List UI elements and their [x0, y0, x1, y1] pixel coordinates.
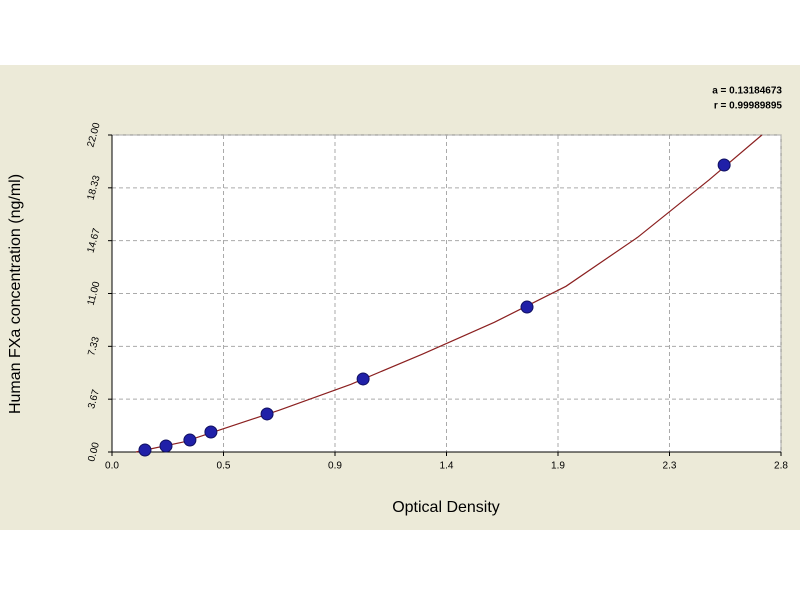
x-tick-label: 2.3: [663, 461, 677, 472]
x-tick-label: 1.4: [440, 461, 454, 472]
y-tick-label: 3.67: [86, 388, 102, 410]
data-point: [356, 372, 370, 386]
x-tick-label: 0.0: [105, 461, 119, 472]
data-point: [159, 439, 173, 453]
data-point: [204, 425, 218, 439]
y-axis-title: Human FXa concentration (ng/ml): [7, 174, 24, 414]
y-tick-label: 7.33: [86, 335, 102, 357]
x-tick-label: 0.5: [217, 461, 231, 472]
data-point: [138, 443, 152, 457]
annotation: r = 0.99989895: [714, 101, 783, 112]
y-tick-label: 0.00: [86, 441, 102, 463]
annotation: a = 0.13184673: [712, 86, 782, 97]
data-point: [260, 407, 274, 421]
x-tick-label: 2.8: [774, 461, 788, 472]
data-point: [717, 158, 731, 172]
x-tick-label: 1.9: [551, 461, 565, 472]
data-point: [183, 433, 197, 447]
data-point: [520, 300, 534, 314]
x-axis-title: Optical Density: [392, 499, 500, 516]
x-tick-label: 0.9: [328, 461, 342, 472]
